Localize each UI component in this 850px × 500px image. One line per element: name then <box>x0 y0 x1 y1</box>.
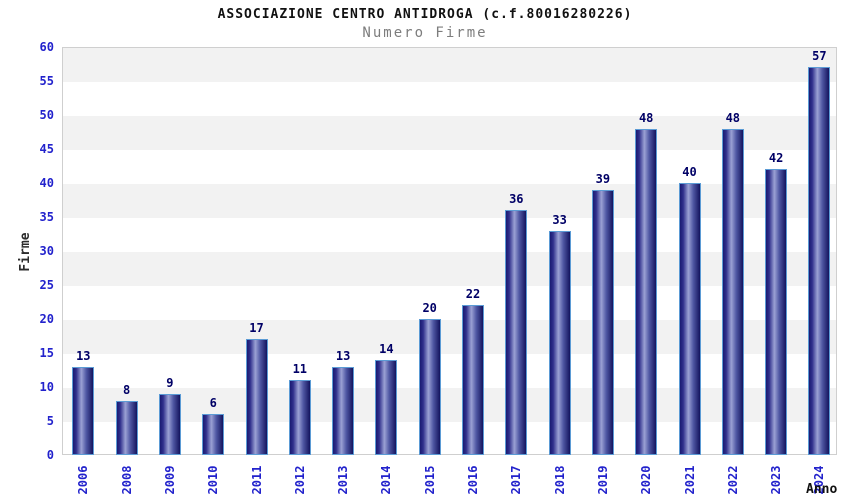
bar-value-label-2012: 11 <box>292 362 308 376</box>
bar-2020 <box>635 129 658 455</box>
plot-area <box>62 47 837 455</box>
bar-value-label-2024: 57 <box>812 49 827 63</box>
x-tick-label-2019: 2019 <box>595 465 610 495</box>
bar-2018 <box>548 231 571 455</box>
y-tick-label-60: 60 <box>39 40 54 54</box>
bar-2021 <box>678 183 701 455</box>
x-tick-label-2006: 2006 <box>76 465 91 495</box>
bar-2009 <box>158 394 181 455</box>
x-tick-label-2023: 2023 <box>769 465 784 495</box>
x-tick-label-2014: 2014 <box>379 465 394 495</box>
bar-2023 <box>765 169 788 455</box>
bar-2022 <box>721 129 744 455</box>
y-tick-label-35: 35 <box>39 210 54 224</box>
y-tick-label-15: 15 <box>39 346 54 360</box>
bar-value-label-2015: 20 <box>422 301 437 315</box>
x-tick-label-2022: 2022 <box>725 465 740 495</box>
bar-2016 <box>462 305 484 455</box>
bar-value-label-2011: 17 <box>249 321 264 335</box>
x-tick-label-2009: 2009 <box>162 465 177 495</box>
bar-value-label-2019: 39 <box>595 172 611 186</box>
x-tick-label-2017: 2017 <box>509 465 524 495</box>
x-tick-label-2016: 2016 <box>466 465 480 495</box>
bar-value-label-2023: 42 <box>768 151 784 165</box>
bar-value-label-2016: 22 <box>465 287 481 301</box>
bar-value-label-2008: 8 <box>122 383 131 397</box>
y-tick-label-20: 20 <box>39 312 54 326</box>
bar-value-label-2009: 9 <box>166 376 174 390</box>
bar-2012 <box>288 380 311 455</box>
bar-2008 <box>115 401 138 455</box>
y-tick-label-30: 30 <box>39 244 54 258</box>
x-axis-title: Anno <box>806 482 838 497</box>
bar-2017 <box>505 210 528 455</box>
bar-value-label-2010: 6 <box>209 396 217 410</box>
y-tick-label-10: 10 <box>39 380 54 394</box>
bar-2010 <box>202 414 225 455</box>
bar-2015 <box>418 319 441 455</box>
x-tick-label-2020: 2020 <box>639 465 654 495</box>
bar-value-label-2013: 13 <box>335 349 351 363</box>
y-tick-label-40: 40 <box>39 176 54 190</box>
y-tick-label-5: 5 <box>46 414 54 428</box>
x-tick-label-2021: 2021 <box>682 465 697 495</box>
x-tick-label-2015: 2015 <box>422 465 437 495</box>
bar-value-label-2020: 48 <box>638 111 654 125</box>
bar-value-label-2014: 14 <box>379 342 394 356</box>
chart-title: ASSOCIAZIONE CENTRO ANTIDROGA (c.f.80016… <box>217 7 633 22</box>
bar-2019 <box>591 190 614 455</box>
chart-subtitle: Numero Firme <box>362 25 488 41</box>
x-tick-label-2013: 2013 <box>336 465 351 495</box>
y-tick-label-25: 25 <box>39 278 54 292</box>
x-tick-label-2011: 2011 <box>249 465 264 495</box>
bar-value-label-2021: 40 <box>682 165 697 179</box>
bar-value-label-2017: 36 <box>509 192 524 206</box>
x-tick-label-2012: 2012 <box>292 465 307 495</box>
y-tick-label-55: 55 <box>39 74 54 88</box>
bar-value-label-2018: 33 <box>552 213 567 227</box>
y-tick-label-0: 0 <box>46 448 54 462</box>
x-tick-label-2008: 2008 <box>119 465 134 495</box>
bar-2011 <box>245 339 268 455</box>
bar-value-label-2006: 13 <box>76 349 91 363</box>
bar-2014 <box>375 360 398 455</box>
y-tick-label-45: 45 <box>39 142 54 156</box>
y-tick-label-50: 50 <box>39 108 54 122</box>
bar-value-label-2022: 48 <box>725 111 741 125</box>
x-tick-label-2018: 2018 <box>552 465 567 495</box>
bar-2013 <box>332 367 355 455</box>
x-tick-label-2010: 2010 <box>206 465 221 495</box>
bar-2006 <box>72 367 95 455</box>
bar-2024 <box>808 67 831 455</box>
